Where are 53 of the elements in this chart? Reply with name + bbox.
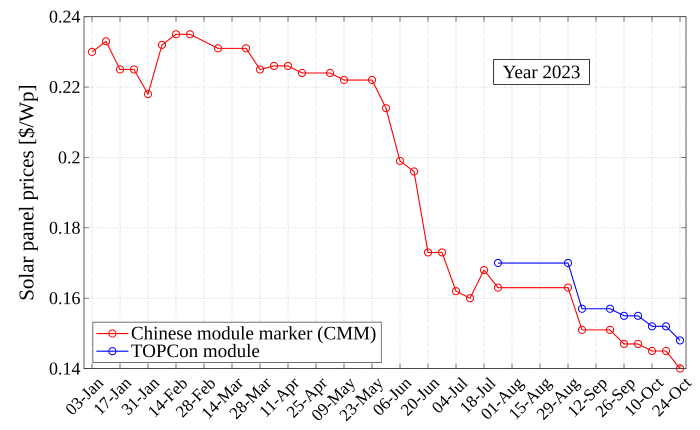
point (606, 326, 614, 334)
point (494, 258, 502, 268)
point (382, 104, 390, 112)
point (676, 364, 684, 373)
y-tick-label: 0.2 (58, 151, 80, 164)
point (480, 266, 488, 274)
point (620, 340, 628, 348)
point (662, 322, 670, 330)
point (564, 258, 572, 268)
point (298, 68, 306, 78)
point (648, 322, 656, 330)
point (158, 40, 166, 49)
y-tick-label: 0.18 (50, 222, 80, 234)
y-tick-label: 0.22 (50, 80, 80, 94)
point (242, 44, 250, 52)
point (676, 336, 684, 345)
y-tick-label: 0.16 (50, 292, 80, 304)
point (424, 248, 432, 257)
point (438, 248, 446, 257)
point (284, 62, 292, 70)
point (144, 90, 152, 98)
point (466, 294, 474, 302)
point (634, 312, 642, 320)
point (130, 65, 138, 74)
legend-label: TOPCon module (131, 344, 260, 358)
point (578, 326, 586, 334)
point (172, 30, 180, 38)
y-axis-title: Solar panel prices [$/Wp] (18, 86, 38, 300)
point (410, 167, 418, 176)
point (116, 65, 124, 74)
y-tick-label: 0.24 (50, 10, 80, 23)
point (648, 346, 656, 356)
point (578, 304, 586, 313)
point (396, 156, 404, 166)
point (186, 30, 194, 38)
point (88, 48, 96, 56)
point (270, 62, 278, 70)
point (662, 346, 670, 356)
point (214, 44, 222, 52)
annotation: Year 2023 (502, 66, 580, 78)
point (620, 312, 628, 320)
point (606, 304, 614, 313)
point (634, 340, 642, 348)
point (564, 284, 572, 292)
legend-label: Chinese module marker (CMM) (132, 326, 376, 344)
point (326, 68, 334, 78)
point (102, 37, 110, 46)
y-tick-label: 0.14 (50, 362, 80, 375)
point (256, 65, 264, 74)
point (368, 76, 376, 84)
point (452, 287, 460, 296)
point (340, 76, 348, 84)
point (494, 284, 502, 292)
